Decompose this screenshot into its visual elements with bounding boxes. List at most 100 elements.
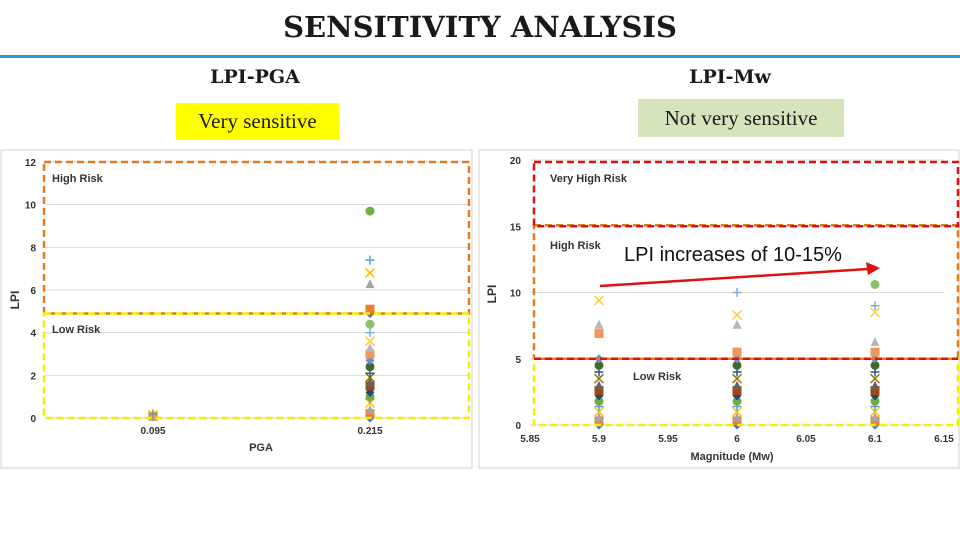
pga-data-point	[365, 343, 375, 353]
mw-very-high-risk-label: Very High Risk	[550, 173, 628, 185]
pga-data-point	[365, 279, 375, 289]
mw-data-points	[593, 280, 881, 430]
pga-data-point	[365, 304, 375, 314]
mw-data-point	[869, 373, 881, 384]
pga-low-risk-label: Low Risk	[52, 324, 101, 336]
mw-x-axis-label: Magnitude (Mw)	[690, 451, 773, 463]
mw-y-tick-label: 10	[510, 289, 522, 300]
mw-data-point	[731, 406, 743, 417]
mw-y-tick-label: 20	[510, 156, 522, 167]
mw-data-point	[869, 406, 881, 417]
mw-x-tick-label: 6.05	[796, 434, 816, 445]
mw-data-point	[869, 307, 881, 318]
mw-x-tick-label: 5.9	[592, 434, 606, 445]
pga-x-axis-label: PGA	[249, 442, 273, 454]
mw-x-tick-label: 6.1	[868, 434, 882, 445]
mw-data-point	[870, 347, 880, 357]
trend-arrow	[599, 262, 880, 288]
pga-data-point	[365, 349, 375, 359]
mw-data-point	[731, 373, 743, 384]
mw-very-high-risk-box	[532, 160, 960, 228]
pga-y-tick-label: 4	[30, 329, 36, 340]
pga-y-tick-label: 6	[30, 286, 36, 297]
mw-data-point	[732, 347, 742, 357]
pga-data-point	[364, 336, 376, 347]
pga-y-axis-label: LPI	[8, 291, 22, 310]
mw-data-point	[870, 301, 880, 311]
mw-data-point	[732, 412, 742, 422]
pga-risk-zones: High Risk Low Risk	[42, 160, 471, 420]
mw-x-tick-label: 6	[734, 434, 740, 445]
title-divider	[0, 55, 960, 58]
mw-high-risk-label: High Risk	[550, 240, 602, 252]
mw-x-tick-label: 6.15	[934, 434, 954, 445]
chart-frame-mw	[478, 149, 960, 469]
mw-data-point	[594, 380, 604, 390]
mw-data-point	[870, 280, 880, 290]
mw-x-tick-label: 5.95	[658, 434, 678, 445]
mw-data-point	[731, 309, 743, 321]
mw-data-point	[593, 295, 605, 306]
mw-x-tick-labels: 5.85 5.9 5.95 6 6.05 6.1 6.15	[520, 434, 954, 445]
pga-high-risk-label: High Risk	[52, 173, 104, 185]
mw-data-point	[870, 386, 880, 396]
mw-data-point	[594, 319, 604, 329]
mw-data-point	[732, 319, 742, 329]
pga-data-points	[147, 206, 376, 423]
pga-x-tick-label: 0.215	[357, 426, 382, 437]
pga-data-point	[365, 362, 375, 372]
mw-data-point	[870, 396, 880, 406]
mw-data-point	[732, 380, 742, 390]
mw-low-risk-label: Low Risk	[633, 371, 682, 383]
mw-y-tick-label: 5	[515, 355, 521, 366]
mw-x-tick-label: 5.85	[520, 434, 540, 445]
page-title: SENSITIVITY ANALYSIS	[283, 10, 677, 44]
mw-y-tick-labels: 0 5 10 15 20	[510, 156, 522, 432]
mw-y-tick-label: 0	[515, 421, 521, 432]
pga-y-tick-labels: 0 2 4 6 8 10 12	[25, 158, 37, 425]
pga-x-tick-label: 0.095	[140, 426, 165, 437]
mw-data-point	[870, 412, 880, 422]
pga-data-point	[148, 409, 158, 419]
mw-data-point	[594, 386, 604, 396]
sensitivity-badge-pga: Very sensitive	[176, 103, 339, 140]
mw-data-point	[870, 380, 880, 390]
pga-y-tick-label: 12	[25, 158, 37, 169]
pga-y-tick-label: 10	[25, 201, 37, 212]
panel-heading-pga: LPI-PGA	[210, 66, 300, 88]
mw-data-point	[594, 329, 604, 339]
sensitivity-badge-mw: Not very sensitive	[638, 99, 844, 137]
pga-y-tick-label: 8	[30, 243, 36, 254]
mw-risk-zones: Very High Risk High Risk Low Risk	[532, 160, 960, 427]
pga-data-point	[365, 377, 375, 387]
mw-y-axis-label: LPI	[485, 285, 499, 304]
pga-data-point	[364, 267, 376, 278]
pga-low-risk-box	[42, 312, 471, 420]
mw-data-point	[870, 337, 880, 347]
pga-data-point	[365, 328, 375, 338]
mw-data-point	[870, 360, 880, 370]
trend-annotation: LPI increases of 10-15%	[624, 244, 842, 266]
pga-y-tick-label: 2	[30, 371, 36, 382]
pga-data-point	[365, 255, 375, 265]
mw-data-point	[594, 412, 604, 422]
panel-heading-mw: LPI-Mw	[689, 66, 771, 88]
mw-data-point	[593, 373, 605, 384]
pga-data-point	[365, 319, 375, 329]
mw-data-point	[732, 288, 742, 297]
trend-arrow-head	[866, 262, 880, 275]
pga-data-point	[365, 206, 375, 216]
mw-high-risk-box	[532, 224, 960, 360]
mw-data-point	[732, 396, 742, 406]
mw-data-point	[593, 406, 605, 417]
mw-data-point	[594, 396, 604, 406]
mw-y-tick-label: 15	[510, 222, 522, 233]
mw-data-point	[732, 360, 742, 370]
pga-y-tick-label: 0	[30, 414, 36, 425]
mw-data-point	[594, 360, 604, 370]
trend-arrow-line	[599, 267, 869, 288]
mw-data-point	[732, 386, 742, 396]
pga-high-risk-box	[42, 160, 471, 315]
pga-data-point	[365, 404, 375, 414]
